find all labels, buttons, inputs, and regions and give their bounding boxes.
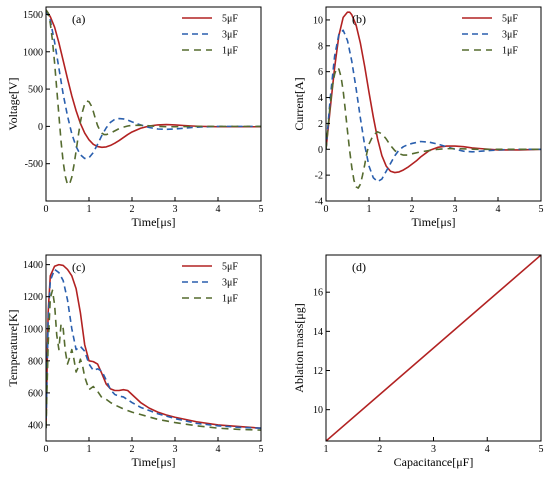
y-tick-label: 10 bbox=[313, 405, 323, 416]
x-tick-label: 1 bbox=[87, 444, 92, 455]
legend: 5μF 3μF 1μF bbox=[182, 14, 238, 57]
legend-label: 5μF bbox=[502, 14, 518, 25]
y-tick-label: 400 bbox=[28, 420, 43, 431]
x-tick-label: 0 bbox=[324, 204, 329, 215]
plot-frame bbox=[45, 254, 262, 442]
panel-3: 0 1 2 3 4 5 400 600 800 1000 1200 1400 Time[μs] Tempe… bbox=[6, 254, 264, 469]
legend-label: 1μF bbox=[222, 294, 238, 305]
x-tick-label: 3 bbox=[431, 444, 436, 455]
series-line-5μF bbox=[326, 11, 541, 174]
series-group bbox=[46, 9, 261, 186]
panel-1: 0 1 2 3 4 5 -500 0 500 1000 1500 Time[μs] Voltage[V]… bbox=[6, 6, 264, 229]
x-tick-label: 5 bbox=[539, 204, 544, 215]
x-tick-label: 5 bbox=[259, 204, 264, 215]
x-tick-label: 4 bbox=[216, 444, 221, 455]
legend-label: 3μF bbox=[502, 30, 518, 41]
y-axis-label: Ablation mass[μg] bbox=[292, 303, 306, 392]
y-tick-label: 1000 bbox=[23, 324, 43, 335]
series-line-3μF bbox=[326, 29, 541, 183]
legend-label: 5μF bbox=[222, 262, 238, 273]
panel-label: (c) bbox=[72, 260, 85, 274]
plot-frame bbox=[45, 6, 262, 202]
legend: 5μF 3μF 1μF bbox=[462, 14, 518, 57]
legend-label: 1μF bbox=[222, 46, 238, 57]
y-tick-label: 6 bbox=[318, 67, 323, 78]
y-tick-label: 10 bbox=[313, 15, 323, 26]
y-tick-label: 1500 bbox=[23, 10, 43, 21]
series-group bbox=[326, 11, 541, 189]
y-tick-label: 14 bbox=[313, 327, 323, 338]
plot-frame bbox=[325, 6, 542, 202]
y-axis-label: Current[A] bbox=[292, 77, 306, 130]
series-line-series-1 bbox=[326, 255, 541, 441]
x-tick-label: 1 bbox=[324, 444, 329, 455]
y-tick-label: 0 bbox=[318, 145, 323, 156]
x-tick-label: 1 bbox=[87, 204, 92, 215]
panel-label: (d) bbox=[352, 260, 366, 274]
y-tick-label: 4 bbox=[318, 93, 323, 104]
x-tick-label: 2 bbox=[410, 204, 415, 215]
y-tick-label: -500 bbox=[25, 159, 43, 170]
series-line-3μF bbox=[46, 9, 261, 160]
y-tick-label: 500 bbox=[28, 85, 43, 96]
series-group bbox=[46, 263, 261, 431]
x-tick-label: 5 bbox=[259, 444, 264, 455]
panel-2: 0 1 2 3 4 5 -4 -2 0 2 4 6 8 10 Time[μs] Current[A] (b) 5μ… bbox=[292, 6, 544, 229]
y-tick-label: 8 bbox=[318, 41, 323, 52]
y-tick-label: 1400 bbox=[23, 260, 43, 271]
y-tick-label: 0 bbox=[38, 122, 43, 133]
x-tick-label: 0 bbox=[44, 204, 49, 215]
y-axis-label: Temperature[K] bbox=[6, 309, 20, 386]
y-tick-label: 1200 bbox=[23, 292, 43, 303]
x-tick-label: 3 bbox=[453, 204, 458, 215]
series-line-5μF bbox=[46, 263, 261, 429]
y-tick-label: 12 bbox=[313, 366, 323, 377]
y-tick-label: 2 bbox=[318, 119, 323, 130]
x-tick-label: 2 bbox=[377, 444, 382, 455]
x-tick-label: 1 bbox=[367, 204, 372, 215]
legend-label: 1μF bbox=[502, 46, 518, 57]
x-axis-label: Capacitance[μF] bbox=[394, 455, 474, 469]
x-axis-label: Time[μs] bbox=[132, 455, 176, 469]
x-tick-label: 4 bbox=[485, 444, 490, 455]
series-line-1μF bbox=[326, 66, 541, 189]
x-tick-label: 0 bbox=[44, 444, 49, 455]
panel-label: (a) bbox=[72, 12, 85, 26]
y-tick-label: -4 bbox=[315, 197, 323, 208]
x-axis-label: Time[μs] bbox=[412, 215, 456, 229]
y-tick-label: -2 bbox=[315, 171, 323, 182]
x-tick-label: 3 bbox=[173, 204, 178, 215]
y-tick-label: 16 bbox=[313, 288, 323, 299]
y-axis-label: Voltage[V] bbox=[6, 77, 20, 130]
x-axis-label: Time[μs] bbox=[132, 215, 176, 229]
series-line-1μF bbox=[46, 289, 261, 431]
legend: 5μF 3μF 1μF bbox=[182, 262, 238, 305]
legend-label: 5μF bbox=[222, 14, 238, 25]
series-line-1μF bbox=[46, 9, 261, 186]
legend-label: 3μF bbox=[222, 30, 238, 41]
x-tick-label: 4 bbox=[496, 204, 501, 215]
y-tick-label: 1000 bbox=[23, 47, 43, 58]
x-tick-label: 5 bbox=[539, 444, 544, 455]
x-tick-label: 2 bbox=[130, 444, 135, 455]
series-line-3μF bbox=[46, 268, 261, 429]
y-tick-label: 600 bbox=[28, 388, 43, 399]
panel-label: (b) bbox=[352, 12, 366, 26]
y-tick-label: 800 bbox=[28, 356, 43, 367]
series-group bbox=[326, 255, 541, 441]
x-tick-label: 4 bbox=[216, 204, 221, 215]
x-tick-label: 2 bbox=[130, 204, 135, 215]
x-tick-label: 3 bbox=[173, 444, 178, 455]
legend-label: 3μF bbox=[222, 278, 238, 289]
